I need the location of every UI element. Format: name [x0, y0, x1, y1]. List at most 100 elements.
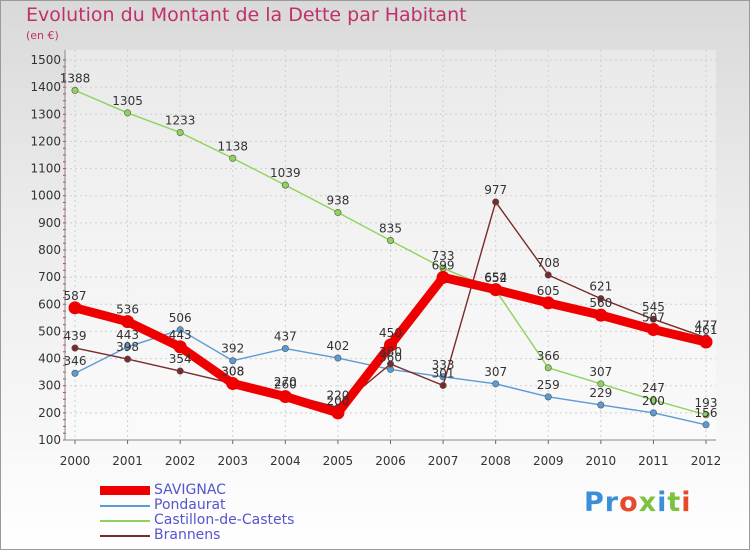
- chart-legend: SAVIGNAC Pondaurat Castillon-de-Castets Bra…: [100, 483, 294, 543]
- y-tick-label: 800: [38, 243, 61, 257]
- y-tick-label: 1100: [30, 162, 61, 176]
- data-point: [71, 344, 79, 352]
- data-point: [649, 315, 657, 323]
- data-label: 354: [169, 352, 192, 366]
- data-point: [331, 406, 345, 420]
- data-label: 260: [274, 378, 297, 392]
- y-tick-label: 1500: [30, 53, 61, 67]
- x-tick-label: 2010: [586, 454, 617, 468]
- data-label: 380: [379, 345, 402, 359]
- data-label: 360: [379, 350, 402, 364]
- y-tick-label: 400: [38, 352, 61, 366]
- y-tick-label: 1300: [30, 107, 61, 121]
- y-tick-label: 900: [38, 216, 61, 230]
- data-point: [544, 364, 552, 372]
- y-tick-label: 200: [38, 406, 61, 420]
- y-tick-label: 600: [38, 297, 61, 311]
- data-point: [702, 411, 710, 419]
- data-label: 977: [484, 183, 507, 197]
- data-point: [173, 340, 187, 354]
- brand-letter: o: [619, 487, 639, 518]
- legend-item: SAVIGNAC: [100, 483, 294, 498]
- data-label: 1138: [217, 139, 248, 153]
- data-point: [124, 343, 132, 351]
- data-point: [436, 270, 450, 284]
- x-tick-label: 2007: [428, 454, 459, 468]
- legend-item: Castillon-de-Castets: [100, 513, 294, 528]
- x-tick-label: 2008: [480, 454, 511, 468]
- legend-label: SAVIGNAC: [154, 482, 226, 498]
- x-tick-label: 2006: [375, 454, 406, 468]
- data-label: 733: [432, 249, 455, 263]
- data-label: 308: [221, 365, 244, 379]
- y-tick-label: 1200: [30, 134, 61, 148]
- data-point: [386, 237, 394, 245]
- data-point: [334, 354, 342, 362]
- data-label: 587: [64, 289, 87, 303]
- data-point: [176, 367, 184, 375]
- data-label: 270: [274, 375, 297, 389]
- data-label: 1039: [270, 166, 301, 180]
- x-tick-label: 2001: [112, 454, 143, 468]
- data-point: [229, 357, 237, 365]
- data-point: [489, 283, 503, 297]
- data-point: [68, 301, 82, 315]
- data-point: [176, 326, 184, 334]
- data-label: 652: [484, 271, 507, 285]
- data-point: [121, 315, 135, 329]
- data-point: [544, 271, 552, 279]
- x-tick-label: 2009: [533, 454, 564, 468]
- legend-swatch: [100, 504, 150, 507]
- data-label: 605: [537, 284, 560, 298]
- data-label: 654: [484, 271, 507, 285]
- data-point: [176, 128, 184, 136]
- x-tick-label: 2012: [691, 454, 722, 468]
- data-point: [649, 409, 657, 417]
- legend-item: Brannens: [100, 528, 294, 543]
- data-point: [281, 181, 289, 189]
- data-label: 247: [642, 381, 665, 395]
- brand-letter: t: [667, 487, 682, 518]
- data-label: 156: [695, 406, 718, 420]
- data-point: [544, 393, 552, 401]
- data-label: 1305: [112, 94, 143, 108]
- data-label: 1388: [60, 71, 91, 85]
- legend-swatch: [100, 486, 150, 495]
- data-point: [384, 338, 397, 352]
- legend-label: Brannens: [154, 527, 221, 543]
- y-tick-label: 1000: [30, 189, 61, 203]
- x-tick-label: 2002: [165, 454, 196, 468]
- data-point: [492, 380, 500, 388]
- legend-swatch: [100, 534, 150, 537]
- data-point: [386, 360, 394, 368]
- x-tick-label: 2011: [638, 454, 669, 468]
- data-label: 301: [432, 366, 455, 380]
- data-label: 450: [379, 326, 402, 340]
- data-label: 443: [169, 328, 192, 342]
- data-label: 259: [537, 378, 560, 392]
- data-label: 506: [169, 311, 192, 325]
- data-label: 477: [695, 319, 718, 333]
- legend-item: Pondaurat: [100, 498, 294, 513]
- data-label: 437: [274, 330, 297, 344]
- data-point: [699, 335, 713, 349]
- data-label: 333: [432, 358, 455, 372]
- data-label: 193: [695, 396, 718, 410]
- data-point: [439, 381, 447, 389]
- data-point: [649, 396, 657, 404]
- data-point: [594, 308, 608, 322]
- data-point: [124, 355, 132, 363]
- data-point: [278, 390, 292, 404]
- x-tick-label: 2000: [60, 454, 91, 468]
- data-label: 536: [116, 303, 139, 317]
- data-label: 398: [116, 340, 139, 354]
- data-label: 366: [537, 349, 560, 363]
- data-point: [229, 154, 237, 162]
- y-tick-label: 500: [38, 324, 61, 338]
- data-label: 621: [589, 280, 612, 294]
- data-point: [597, 295, 605, 303]
- legend-label: Castillon-de-Castets: [154, 512, 295, 528]
- data-point: [281, 345, 289, 353]
- chart-unit: (en €): [26, 29, 59, 42]
